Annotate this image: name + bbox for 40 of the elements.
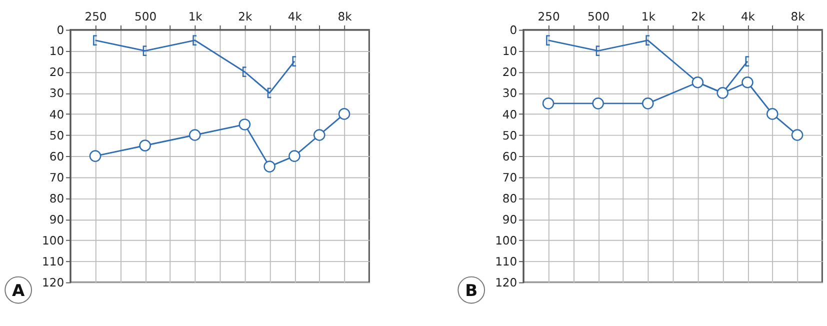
y-tick-label: 120 [495, 276, 518, 290]
y-tick-label: 100 [42, 234, 64, 248]
y-tick-label: 10 [502, 44, 518, 58]
x-tick-label: 500 [588, 10, 610, 24]
text: A [12, 280, 25, 300]
y-tick-label: 10 [49, 44, 64, 58]
y-tick-label: 70 [502, 170, 518, 184]
x-tick-label: 2k [691, 10, 706, 24]
y-tick-label: 70 [49, 170, 64, 184]
x-tick-label: 2k [238, 10, 252, 24]
y-tick-label: 50 [502, 128, 518, 142]
y-tick-label: 110 [42, 254, 64, 269]
x-tick-label: 1k [188, 10, 203, 24]
y-tick-label: 0 [56, 23, 64, 38]
y-tick-label: 60 [49, 149, 64, 164]
y-tick-label: 40 [502, 107, 518, 122]
y-tick-label: 0 [510, 23, 518, 38]
y-tick-label: 50 [49, 128, 64, 142]
y-tick-label: 90 [502, 212, 518, 227]
y-tick-label: 100 [495, 234, 518, 248]
y-tick-label: 120 [42, 276, 64, 290]
x-tick-label: 4k [288, 10, 302, 24]
text: B [465, 280, 478, 300]
x-tick-label: 1k [641, 10, 656, 24]
y-tick-label: 20 [502, 65, 518, 80]
x-tick-label: 8k [790, 10, 806, 24]
y-tick-label: 90 [49, 212, 64, 227]
y-tick-label: 30 [502, 86, 518, 100]
x-tick-label: 250 [84, 10, 107, 24]
y-tick-label: 80 [502, 191, 518, 206]
x-tick-label: 500 [134, 10, 157, 24]
y-tick-label: 110 [495, 254, 518, 269]
y-tick-label: 30 [49, 86, 64, 100]
y-tick-label: 80 [49, 191, 64, 206]
x-tick-label: 8k [338, 10, 352, 24]
y-tick-label: 60 [502, 149, 518, 164]
x-tick-label: 250 [538, 10, 560, 24]
y-tick-label: 20 [49, 65, 64, 80]
x-tick-label: 4k [740, 10, 756, 24]
y-tick-label: 40 [49, 107, 64, 122]
